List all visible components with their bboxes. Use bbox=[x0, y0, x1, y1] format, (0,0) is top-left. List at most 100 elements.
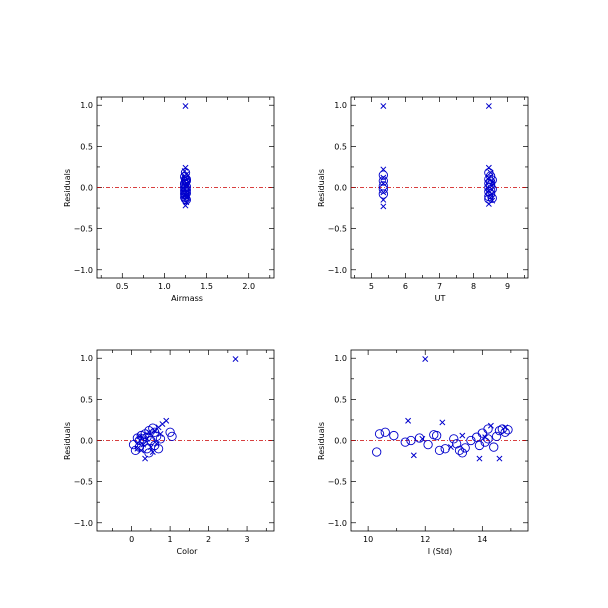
data-point-x bbox=[405, 417, 412, 424]
y-tick-label: −0.5 bbox=[74, 478, 93, 487]
data-point-circle bbox=[150, 427, 160, 437]
x-tick-label: 6 bbox=[403, 282, 408, 291]
data-point-circle bbox=[380, 427, 390, 437]
data-point-circle bbox=[500, 427, 510, 437]
panel-ut-ylabel: Residuals bbox=[317, 169, 326, 207]
y-tick-label: −0.5 bbox=[328, 478, 347, 487]
x-tick-label: 0.5 bbox=[116, 282, 129, 291]
data-point-circle bbox=[181, 188, 191, 198]
data-point-circle bbox=[181, 185, 191, 195]
data-point-circle bbox=[400, 437, 410, 447]
y-tick-label: 0.0 bbox=[334, 437, 347, 446]
panel-airmass-ylabel: Residuals bbox=[63, 169, 72, 207]
data-point-x bbox=[380, 103, 387, 110]
data-point-circle bbox=[483, 424, 493, 434]
data-point-circle bbox=[451, 439, 462, 449]
y-tick-label: 1.0 bbox=[80, 101, 93, 110]
x-tick-label: 5 bbox=[369, 282, 374, 291]
data-point-circle bbox=[144, 448, 154, 458]
data-point-circle bbox=[497, 424, 507, 434]
data-point-circle bbox=[372, 447, 382, 457]
data-point-circle bbox=[429, 430, 439, 440]
x-tick-label: 2.0 bbox=[242, 282, 255, 291]
panel-color-xlabel: Color bbox=[177, 547, 199, 556]
data-point-circle bbox=[180, 194, 191, 204]
data-point-circle bbox=[374, 429, 385, 439]
y-tick-label: −0.5 bbox=[74, 225, 93, 234]
data-point-circle bbox=[440, 444, 450, 454]
y-tick-label: −1.0 bbox=[74, 266, 93, 275]
y-tick-label: 1.0 bbox=[334, 354, 347, 363]
data-point-circle bbox=[457, 448, 467, 458]
data-point-circle bbox=[489, 442, 499, 452]
data-point-circle bbox=[167, 431, 177, 442]
data-point-circle bbox=[153, 444, 164, 454]
data-point-circle bbox=[487, 184, 497, 194]
data-point-x bbox=[380, 189, 387, 196]
data-point-circle bbox=[485, 189, 496, 199]
x-tick-label: 8 bbox=[471, 282, 476, 291]
y-tick-label: 0.0 bbox=[80, 437, 93, 446]
data-point-x bbox=[419, 435, 426, 442]
data-point-x bbox=[134, 445, 141, 452]
panel-ut-xlabel: UT bbox=[435, 294, 446, 303]
data-point-circle bbox=[134, 435, 144, 446]
x-tick-label: 1.5 bbox=[200, 282, 213, 291]
data-point-x bbox=[485, 164, 492, 171]
data-point-circle bbox=[389, 430, 399, 441]
data-point-circle bbox=[485, 180, 496, 190]
x-tick-label: 0 bbox=[129, 535, 134, 544]
data-point-circle bbox=[142, 432, 152, 442]
x-tick-label: 1 bbox=[168, 535, 173, 544]
panel-airmass-xlabel: Airmass bbox=[171, 294, 203, 303]
data-point-x bbox=[410, 452, 417, 459]
data-point-circle bbox=[414, 433, 425, 443]
panel-color-ylabel: Residuals bbox=[63, 422, 72, 460]
data-point-circle bbox=[155, 434, 166, 444]
y-tick-label: 0.5 bbox=[334, 395, 347, 404]
y-tick-label: 0.5 bbox=[334, 142, 347, 151]
panel-istd-xlabel: I (Std) bbox=[428, 547, 452, 556]
y-tick-label: −0.5 bbox=[328, 225, 347, 234]
data-point-circle bbox=[474, 440, 485, 451]
data-point-circle bbox=[378, 170, 388, 180]
data-point-circle bbox=[142, 444, 152, 454]
data-point-circle bbox=[180, 192, 190, 203]
data-point-x bbox=[232, 356, 239, 363]
y-tick-label: −1.0 bbox=[328, 266, 347, 275]
data-point-circle bbox=[423, 439, 433, 450]
data-point-circle bbox=[180, 189, 190, 199]
data-point-circle bbox=[487, 175, 497, 185]
data-point-circle bbox=[180, 182, 190, 193]
y-tick-label: 0.5 bbox=[80, 395, 93, 404]
data-point-circle bbox=[485, 185, 496, 195]
x-tick-label: 3 bbox=[245, 535, 250, 544]
data-point-x bbox=[422, 356, 429, 363]
data-point-circle bbox=[378, 184, 388, 194]
data-point-circle bbox=[480, 437, 490, 447]
data-point-circle bbox=[181, 176, 191, 186]
panel-airmass: Airmass Residuals 0.5 1.0 1.5 2.0 −1.0 −0.5 0.… bbox=[63, 96, 275, 303]
data-point-circle bbox=[454, 445, 465, 456]
data-point-circle bbox=[460, 443, 470, 453]
panel-istd-ylabel: Residuals bbox=[317, 422, 326, 460]
data-point-circle bbox=[378, 189, 388, 199]
x-tick-label: 1.0 bbox=[158, 282, 171, 291]
data-point-x bbox=[439, 419, 446, 426]
y-tick-label: 1.0 bbox=[80, 354, 93, 363]
y-tick-label: 1.0 bbox=[334, 101, 347, 110]
data-point-x bbox=[496, 455, 503, 462]
x-tick-label: 2 bbox=[206, 535, 211, 544]
data-point-circle bbox=[484, 194, 494, 204]
data-point-x bbox=[485, 103, 492, 110]
y-tick-label: 0.5 bbox=[80, 142, 93, 151]
data-point-circle bbox=[165, 427, 175, 437]
data-point-x bbox=[487, 169, 494, 176]
data-point-circle bbox=[483, 434, 493, 444]
x-tick-label: 9 bbox=[505, 282, 510, 291]
data-point-circle bbox=[406, 435, 416, 446]
panel-istd: I (Std) Residuals 10 12 14 −1.0 −0.5 0.0 0.5 1.… bbox=[317, 349, 529, 556]
x-tick-label: 7 bbox=[437, 282, 442, 291]
